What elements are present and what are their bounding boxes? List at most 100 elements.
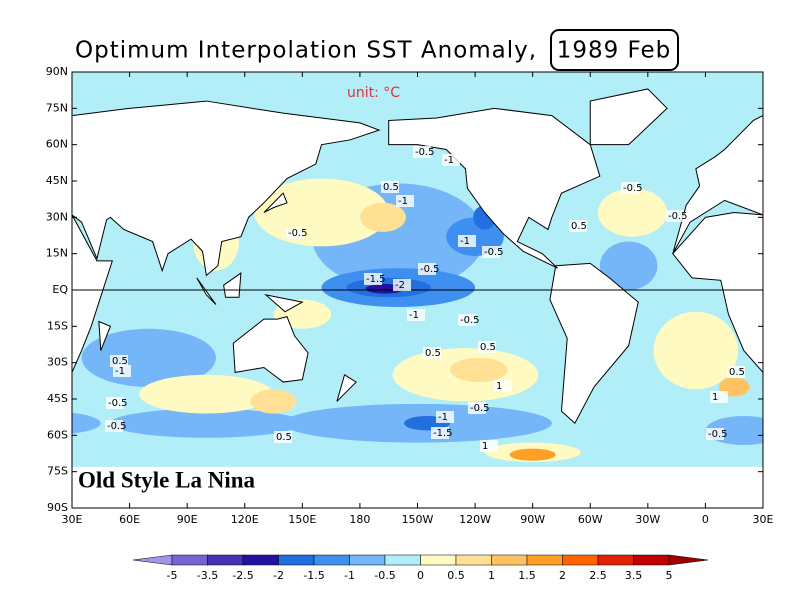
land [232,316,309,383]
contour-label: -0.5 [107,421,127,432]
lat-label: 75S [47,465,68,478]
contour-label-bg [621,182,639,194]
land [264,293,304,313]
lon-label: 120W [459,513,491,526]
colorbar: -5 -3.5 -2.5 -2 -1.5 -1 -0.5 0 0.5 1 1.5 2 2.5 3.5 5 [132,554,709,582]
land [72,214,113,373]
contour-label-bg [274,431,292,443]
contour-label: -0.5 [415,147,435,158]
contour-label: -0.5 [484,247,504,258]
lat-label: 75N [46,101,68,114]
land [336,373,357,402]
contour-label: 0.5 [729,367,745,378]
colorbar-label: -2 [273,569,284,582]
colorbar-label: -0.5 [374,569,395,582]
lat-label: EQ [52,283,68,296]
contour-label-bg [666,210,684,222]
contour-label: -0.5 [460,315,480,326]
colorbar-label: 1.5 [518,569,536,582]
colorbar-box [491,554,528,566]
contour-label: 0.5 [383,182,399,193]
land [196,277,217,305]
lon-label: 150E [288,513,316,526]
anomaly-region [359,202,406,232]
colorbar-box [633,554,670,566]
lon-label: 120E [231,513,259,526]
colorbar-label: 2 [559,569,566,582]
lat-label: 15N [46,247,68,260]
colorbar-label: -1 [344,569,355,582]
unit: unit: °C [347,85,400,101]
contour-label-bg [413,146,431,158]
contour-label: -2 [395,280,405,291]
lon-label: 90E [177,513,198,526]
colorbar-label: 0.5 [447,569,465,582]
contour-label-bg [105,420,123,432]
contour-label-bg [706,428,724,440]
land [263,192,288,213]
lat-label: 60N [46,138,68,151]
colorbar-box [278,554,315,566]
lon-label: 90W [520,513,545,526]
map-content [72,72,763,508]
contour-label: -1 [444,155,454,166]
contour-label: -1 [409,310,419,321]
land [672,115,763,254]
anomaly-region [72,412,101,434]
contour-label-bg [710,391,728,403]
lon-label: 30E [62,513,83,526]
colorbar-box [597,554,634,566]
colorbar-label: 1 [488,569,495,582]
contour-label-bg [364,273,382,285]
date: 1989 Feb [557,38,672,64]
lat-label: 90S [47,501,68,514]
contour-label-bg [494,380,512,392]
land [223,272,242,298]
contour-label: -0.5 [420,264,440,275]
colorbar-box [349,554,386,566]
anomaly-region [110,408,303,438]
land [589,88,668,146]
contour-label-bg [286,227,304,239]
land [72,100,381,277]
anomaly-region [139,374,274,414]
colorbar-box [242,554,279,566]
map: -0.5-10.5-1-0.5-1-0.5-1.5-2-0.5-10.510.5… [46,65,774,526]
lon-label: 180 [349,513,370,526]
lat-label: 15S [47,319,68,332]
contour-label-bg [418,263,436,275]
contour-label: 1 [496,381,502,392]
contour-label: -1 [438,412,448,423]
contour-label: -1 [115,366,125,377]
contour-label: -0.5 [470,403,490,414]
lat-label: 45S [47,392,68,405]
colorbar-box [207,554,244,566]
contour-label: 0.5 [276,432,292,443]
contour-label-bg [458,314,476,326]
colorbar-box [384,554,421,566]
contour-label: -0.5 [623,183,643,194]
colorbar-box [562,554,599,566]
contour-label: -1 [398,196,408,207]
colorbar-label: -5 [167,569,178,582]
lon-label: 0 [702,513,709,526]
contour-label-bg [431,427,449,439]
colorbar-label: 5 [666,569,673,582]
lat-label: 90N [46,65,68,78]
colorbar-box [420,554,457,566]
colorbar-label: -1.5 [303,569,324,582]
contour-label-bg [458,235,476,247]
colorbar-box [313,554,350,566]
annotation: Old Style La Nina [78,467,256,492]
colorbar-label: -3.5 [197,569,218,582]
anomaly-region [653,311,739,390]
contour-label: -0.5 [708,429,728,440]
contour-label-bg [381,181,399,193]
contour-label: 1 [712,392,718,403]
lat-label: 45N [46,174,68,187]
lon-label: 60E [119,513,140,526]
colorbar-label: 0 [417,569,424,582]
contour-label-bg [468,402,486,414]
contour-label: 0.5 [112,356,128,367]
contour-label-bg [407,309,425,321]
